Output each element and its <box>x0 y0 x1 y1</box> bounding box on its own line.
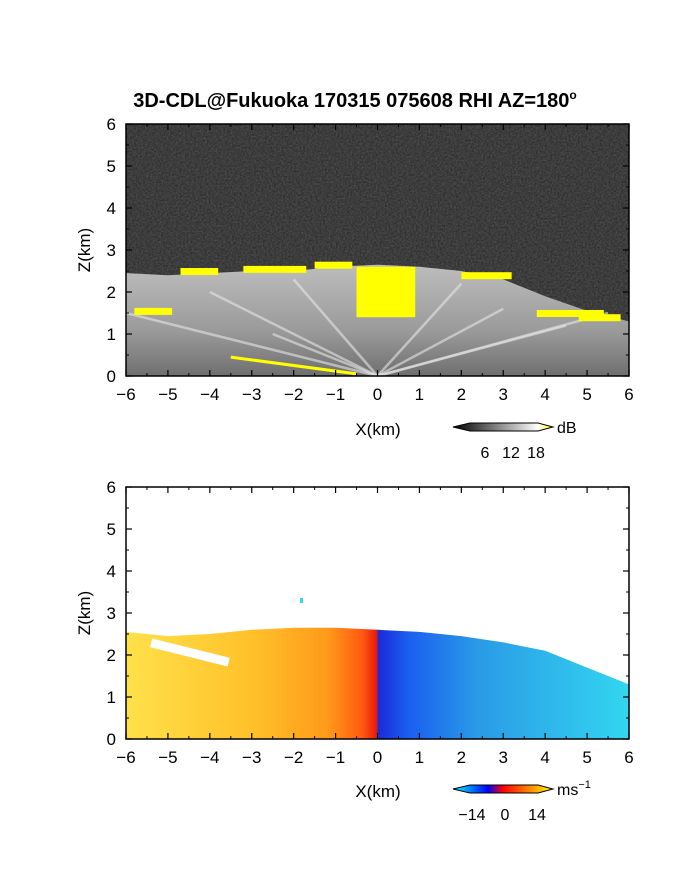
saturated-patch <box>243 265 307 273</box>
saturated-patch <box>536 310 604 317</box>
x-tick-label: −5 <box>158 385 177 404</box>
axis-ticks: −6 −5 −4 −3 −2 −1 0 1 2 3 4 5 6 0 1 2 3 4 5 6 <box>107 115 634 404</box>
y-axis-label: Z(km) <box>75 591 94 635</box>
x-tick-label: 0 <box>373 385 382 404</box>
y-tick-label: 1 <box>107 688 116 707</box>
y-tick-label: 0 <box>107 730 116 749</box>
velocity-panel: −6 −5 −4 −3 −2 −1 0 1 2 3 4 5 6 0 1 2 3 4 5 6 X(km) Z(km) m… <box>75 478 634 824</box>
y-tick-label: 4 <box>107 562 116 581</box>
x-axis-label: X(km) <box>355 420 400 439</box>
colorbar-tick-0: 0 <box>501 807 510 824</box>
y-tick-label: 3 <box>107 241 116 260</box>
saturated-patch <box>180 268 219 275</box>
x-tick-label: −3 <box>242 748 261 767</box>
isolated-echo <box>300 598 303 603</box>
colorbar-tick-neg14: −14 <box>458 807 485 824</box>
saturated-patch <box>134 307 173 315</box>
x-tick-label: −4 <box>200 385 219 404</box>
x-tick-label: −6 <box>116 385 135 404</box>
y-tick-label: 5 <box>107 157 116 176</box>
echo-ray <box>376 282 463 377</box>
echo-ray <box>292 278 379 377</box>
x-tick-label: 2 <box>457 385 466 404</box>
y-tick-label: 6 <box>107 478 116 497</box>
x-tick-label: −6 <box>116 748 135 767</box>
colorbar-unit: dB <box>557 420 577 437</box>
x-tick-label: 3 <box>499 385 508 404</box>
clear-air-gap <box>149 638 230 667</box>
colorbar-tick-6: 6 <box>481 445 490 462</box>
x-tick-label: 1 <box>415 748 424 767</box>
echo-ray <box>376 307 504 378</box>
y-tick-label: 6 <box>107 115 116 134</box>
y-tick-label: 2 <box>107 283 116 302</box>
x-tick-label: 5 <box>582 385 591 404</box>
x-tick-label: −1 <box>326 385 345 404</box>
colorbar-bar <box>452 422 555 432</box>
x-tick-label: 1 <box>415 385 424 404</box>
echo-region <box>126 627 629 739</box>
colorbar-unit: ms−1 <box>557 779 591 799</box>
x-tick-label: 0 <box>373 748 382 767</box>
chart-title: 3D-CDL@Fukuoka 170315 075608 RHI AZ=180o <box>133 88 577 112</box>
x-tick-label: 6 <box>624 748 633 767</box>
echo-ray <box>125 311 378 378</box>
y-tick-label: 2 <box>107 646 116 665</box>
x-tick-label: 4 <box>540 748 549 767</box>
x-tick-label: −2 <box>284 385 303 404</box>
saturated-patch <box>461 272 512 280</box>
colorbar-tick-12: 12 <box>502 445 520 462</box>
colorbar-tick-18: 18 <box>527 445 545 462</box>
x-tick-label: −5 <box>158 748 177 767</box>
colorbar: ms−1 −14 0 14 <box>452 779 591 824</box>
x-tick-label: −4 <box>200 748 219 767</box>
y-axis-label: Z(km) <box>75 228 94 272</box>
echo-ray <box>377 311 609 378</box>
echo-region <box>126 264 629 376</box>
y-tick-label: 5 <box>107 520 116 539</box>
colorbar-tick-14: 14 <box>528 807 546 824</box>
x-tick-label: −3 <box>242 385 261 404</box>
colorbar-bar <box>452 784 555 794</box>
x-tick-label: 3 <box>499 748 508 767</box>
x-tick-label: −1 <box>326 748 345 767</box>
x-tick-label: 5 <box>582 748 591 767</box>
echo-ray <box>272 332 378 378</box>
x-tick-label: −2 <box>284 748 303 767</box>
x-tick-label: 2 <box>457 748 466 767</box>
x-axis-label: X(km) <box>355 782 400 801</box>
saturated-patch <box>314 261 353 269</box>
y-tick-label: 3 <box>107 604 116 623</box>
saturated-patch <box>578 314 621 322</box>
echo-ray <box>209 290 379 378</box>
echo-rays <box>125 278 609 378</box>
x-tick-label: 4 <box>540 385 549 404</box>
axis-ticks: −6 −5 −4 −3 −2 −1 0 1 2 3 4 5 6 0 1 2 3 4 5 6 <box>107 478 634 767</box>
colorbar: dB 6 12 18 <box>452 420 577 462</box>
y-tick-label: 0 <box>107 367 116 386</box>
saturated-region <box>356 266 416 318</box>
y-tick-label: 1 <box>107 325 116 344</box>
y-tick-label: 4 <box>107 199 116 218</box>
x-tick-label: 6 <box>624 385 633 404</box>
